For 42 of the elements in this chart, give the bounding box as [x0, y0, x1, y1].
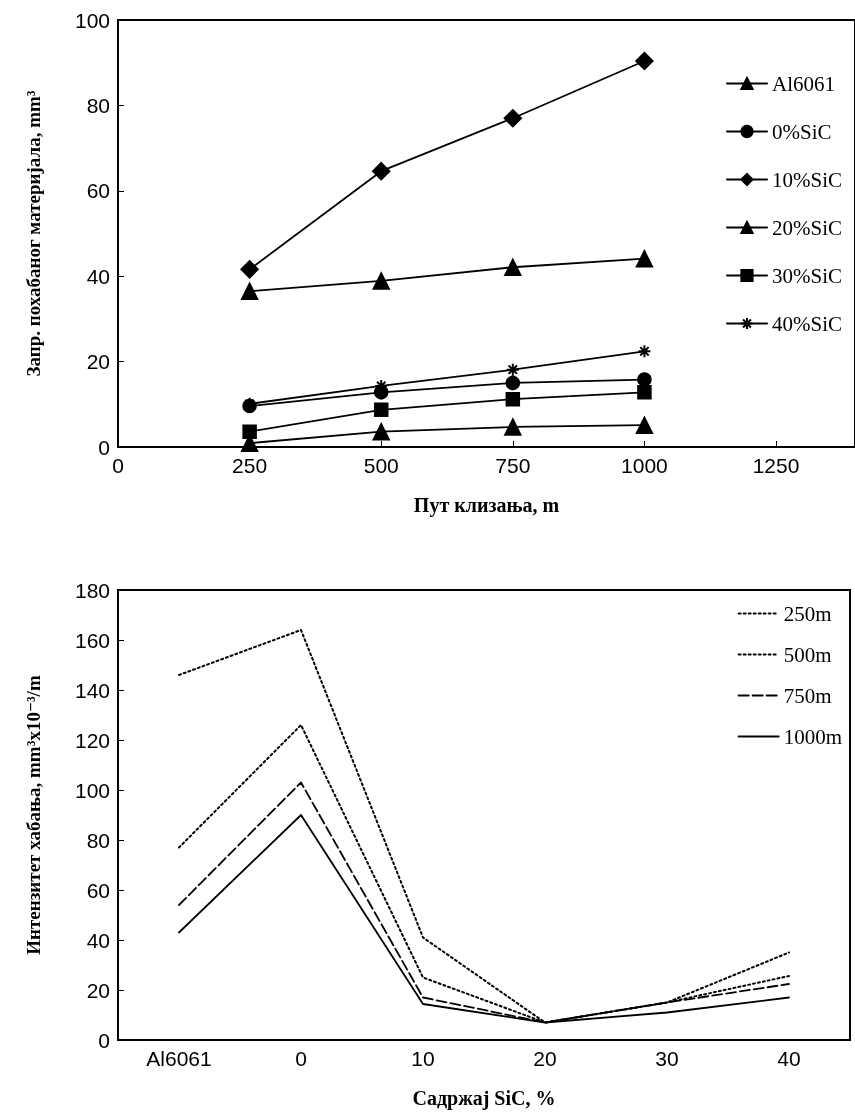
- y-tick-label: 140: [74, 678, 110, 702]
- y-tick-label: 160: [74, 628, 110, 652]
- y-tick-label: 40: [86, 928, 110, 952]
- x-tick-label: 1000: [621, 454, 668, 477]
- legend-label: 40%SiC: [771, 311, 842, 336]
- legend-label: 1000m: [783, 724, 843, 749]
- legend-label: 10%SiC: [771, 167, 842, 192]
- x-tick-label: 10: [411, 1047, 435, 1070]
- x-tick-label: 40: [777, 1047, 801, 1070]
- x-axis-title: Пут клизања, m: [413, 494, 560, 517]
- legend-label: 0%SiC: [771, 119, 832, 144]
- legend-label: 500m: [783, 642, 832, 667]
- y-tick-label: 0: [98, 435, 110, 459]
- x-tick-label: 250: [232, 454, 268, 477]
- legend-label: 30%SiC: [771, 263, 842, 288]
- x-tick-label: 1250: [752, 454, 800, 477]
- y-tick-label: 60: [86, 179, 110, 203]
- y-tick-label: 20: [86, 350, 110, 374]
- y-tick-label: 60: [86, 878, 110, 902]
- x-tick-label: 0: [112, 454, 124, 477]
- legend-label: 20%SiC: [771, 215, 842, 240]
- y-axis-title: Интензитет хабања, mm³x10⁻³/m: [23, 675, 44, 955]
- legend-label: 250m: [783, 601, 832, 626]
- x-axis-title: Садржај SiC, %: [412, 1087, 556, 1110]
- x-tick-label: 20: [533, 1047, 557, 1070]
- x-tick-label: Al6061: [146, 1047, 212, 1070]
- x-tick-label: 30: [655, 1047, 679, 1070]
- y-tick-label: 0: [98, 1028, 110, 1052]
- y-tick-label: 100: [74, 8, 110, 32]
- y-tick-label: 40: [86, 264, 110, 288]
- y-tick-label: 100: [74, 778, 110, 802]
- y-tick-label: 20: [86, 978, 110, 1002]
- x-tick-label: 750: [495, 454, 531, 477]
- y-tick-label: 120: [74, 728, 110, 752]
- y-tick-label: 80: [86, 828, 110, 852]
- x-tick-label: 500: [363, 454, 399, 477]
- legend-label: Al6061: [771, 71, 835, 96]
- y-tick-label: 80: [86, 93, 110, 117]
- y-axis-title: Запр. похабаног материјала, mm³: [23, 90, 44, 377]
- y-tick-label: 180: [74, 578, 110, 602]
- legend-label: 750m: [783, 683, 832, 708]
- x-tick-label: 0: [295, 1047, 307, 1070]
